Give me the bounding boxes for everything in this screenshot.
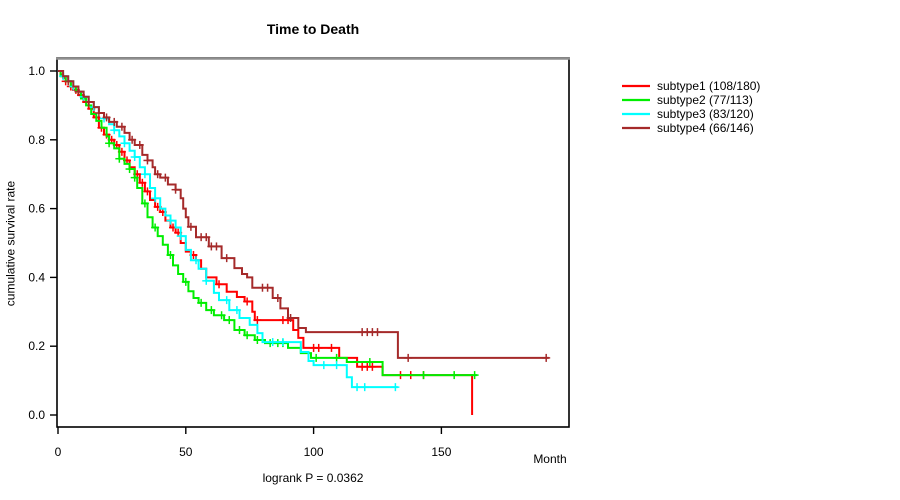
y-tick-label: 0.6 xyxy=(28,202,45,216)
y-tick-label: 0.8 xyxy=(28,133,45,147)
x-axis-label: Month xyxy=(533,452,567,466)
survival-curve-subtype2 xyxy=(58,70,478,377)
legend-label-subtype4: subtype4 (66/146) xyxy=(657,121,754,135)
survival-curve-subtype4 xyxy=(58,70,549,359)
x-tick-label: 0 xyxy=(55,445,62,459)
y-tick-label: 1.0 xyxy=(28,64,45,78)
plot-border xyxy=(56,57,570,428)
x-tick-label: 100 xyxy=(304,445,324,459)
legend-label-subtype3: subtype3 (83/120) xyxy=(657,107,754,121)
y-tick-label: 0.2 xyxy=(28,339,45,353)
legend-label-subtype1: subtype1 (108/180) xyxy=(657,79,760,93)
legend-label-subtype2: subtype2 (77/113) xyxy=(657,93,753,107)
survival-curve-subtype1 xyxy=(58,70,474,415)
x-tick-label: 150 xyxy=(431,445,451,459)
x-tick-label: 50 xyxy=(179,445,193,459)
chart-title: Time to Death xyxy=(266,21,360,37)
logrank-pvalue-text: logrank P = 0.0362 xyxy=(262,471,364,485)
y-tick-label: 0.4 xyxy=(28,270,45,284)
y-tick-label: 0.0 xyxy=(28,408,45,422)
